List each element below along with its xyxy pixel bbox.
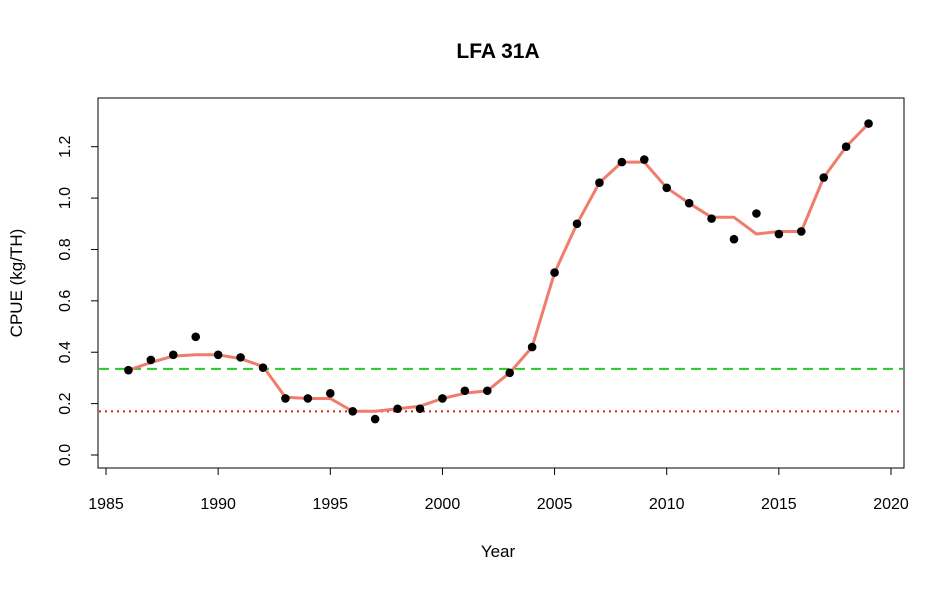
y-tick-label: 1.0 <box>57 187 74 209</box>
data-point <box>774 229 784 239</box>
data-point <box>482 386 492 396</box>
reference-lines <box>99 367 903 413</box>
data-point <box>460 386 470 396</box>
plot-frame <box>97 97 905 469</box>
data-point <box>146 355 156 365</box>
y-tick-label: 0.8 <box>57 238 74 260</box>
smoothed-line <box>127 122 870 413</box>
observed-points <box>124 119 873 424</box>
x-tick-label: 1985 <box>88 496 124 513</box>
data-point <box>639 155 649 164</box>
x-tick-label: 2010 <box>649 496 685 513</box>
data-point <box>348 407 358 416</box>
y-tick-label: 0.6 <box>57 290 74 312</box>
data-point <box>752 209 761 218</box>
data-point <box>258 363 268 372</box>
data-point <box>236 353 245 362</box>
y-axis: 0.0 0.2 0.4 0.6 0.8 1.0 1.2 <box>57 135 99 466</box>
data-point <box>550 268 559 277</box>
y-axis-label: CPUE (kg/TH) <box>7 229 26 338</box>
data-point <box>595 178 604 187</box>
data-point <box>662 183 672 193</box>
data-point <box>168 350 178 360</box>
x-tick-label: 1990 <box>200 496 236 513</box>
data-point <box>572 219 582 229</box>
y-tick-label: 0.4 <box>57 341 74 363</box>
x-axis-label: Year <box>481 542 516 561</box>
data-point <box>796 227 806 236</box>
data-point <box>684 198 694 208</box>
data-point <box>213 350 223 360</box>
chart-title: LFA 31A <box>456 40 539 63</box>
y-tick-label: 1.2 <box>57 135 74 157</box>
y-tick-label: 0.0 <box>57 444 74 466</box>
y-tick-label: 0.2 <box>57 392 74 414</box>
x-axis: 1985 1990 1995 2000 2005 2010 2015 2020 <box>88 467 909 513</box>
data-point <box>325 389 335 398</box>
data-point <box>819 173 829 182</box>
data-point <box>281 394 290 403</box>
data-point <box>438 394 447 403</box>
data-point <box>303 394 313 403</box>
data-point <box>617 157 627 167</box>
x-tick-label: 2015 <box>761 496 797 513</box>
data-point <box>415 404 425 414</box>
data-point <box>527 342 537 352</box>
data-point <box>393 404 402 414</box>
data-point <box>707 214 716 223</box>
x-tick-label: 2020 <box>873 496 909 513</box>
data-point <box>729 234 739 244</box>
x-tick-label: 2000 <box>425 496 461 513</box>
x-tick-label: 2005 <box>537 496 573 513</box>
data-point <box>124 365 133 375</box>
data-point <box>191 332 201 342</box>
smoothed-series <box>127 122 870 413</box>
x-tick-label: 1995 <box>312 496 348 513</box>
data-point <box>841 142 851 151</box>
data-point <box>864 119 873 128</box>
data-point <box>505 368 515 378</box>
data-point <box>370 414 380 424</box>
